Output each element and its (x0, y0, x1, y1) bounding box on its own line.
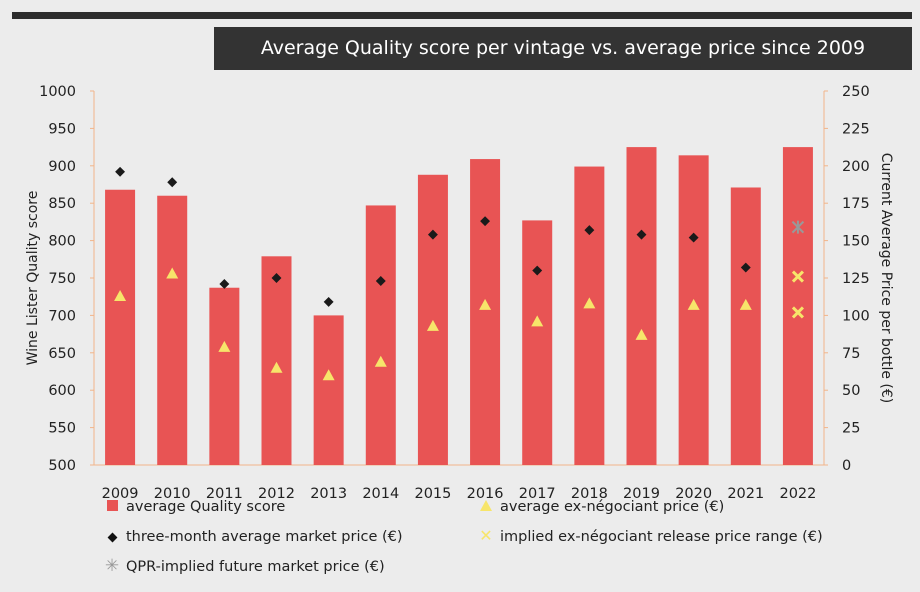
ex-negociant-triangle (218, 340, 231, 352)
y-tick-label-right: 100 (842, 308, 870, 324)
markers (114, 166, 805, 381)
y-tick-label-right: 200 (842, 159, 870, 175)
y-tick-label-left: 950 (48, 121, 76, 137)
x-tick-label: 2020 (675, 486, 712, 502)
tick-labels: 500 550 600 650 700 750 800 850 900 950 1000 0 25 50 7… (25, 84, 894, 502)
y-tick-label-left: 800 (48, 234, 76, 250)
y-axis-title-right: Current Average Price per bottle (€) (878, 153, 894, 404)
market-price-diamond (584, 225, 595, 236)
y-tick-label-left: 650 (48, 346, 76, 362)
x-tick-label: 2021 (727, 486, 764, 502)
bar (574, 166, 605, 465)
ex-negociant-triangle (270, 361, 283, 373)
bar (626, 147, 657, 465)
bar (782, 147, 813, 465)
y-tick-label-left: 1000 (39, 84, 76, 100)
ex-negociant-triangle (166, 267, 179, 279)
bar (261, 256, 292, 465)
qpr-future-star (791, 220, 805, 234)
y-tick-label-right: 150 (842, 234, 870, 250)
ex-negociant-triangle (687, 298, 700, 310)
bar (470, 159, 501, 465)
market-price-diamond (532, 265, 543, 276)
market-price-diamond (219, 279, 230, 289)
x-tick-label: 2014 (362, 486, 399, 502)
top-rule (12, 12, 912, 19)
y-axis-title-left: Wine Lister Quality score (25, 191, 41, 366)
x-tick-label: 2019 (623, 486, 660, 502)
ex-negociant-triangle (322, 369, 335, 381)
chart-title: Average Quality score per vintage vs. av… (214, 27, 912, 70)
y-tick-label-left: 700 (48, 308, 76, 324)
bar (522, 220, 553, 465)
x-tick-label: 2011 (206, 486, 243, 502)
market-price-diamond (167, 177, 178, 188)
release-range-x (791, 306, 804, 319)
bar (365, 205, 396, 465)
market-price-diamond (115, 166, 126, 177)
y-tick-label-right: 0 (842, 458, 851, 474)
y-tick-label-right: 250 (842, 84, 870, 100)
market-price-diamond (323, 296, 334, 307)
bars (105, 147, 813, 465)
bar (105, 189, 136, 465)
y-tick-label-left: 850 (48, 196, 76, 212)
market-price-diamond (375, 276, 386, 286)
bar (730, 187, 761, 465)
y-tick-label-left: 750 (48, 271, 76, 287)
ex-negociant-triangle (114, 289, 127, 301)
ex-negociant-triangle (635, 328, 648, 340)
market-price-diamond (427, 229, 438, 240)
release-range-x-stroke (791, 306, 804, 319)
market-price-diamond (636, 229, 647, 240)
x-tick-label: 2016 (467, 486, 504, 502)
bar (678, 155, 709, 465)
release-range-x (791, 270, 804, 283)
bar (209, 287, 240, 465)
y-tick-label-right: 75 (842, 346, 860, 362)
market-price-diamond (740, 262, 751, 273)
y-tick-label-left: 500 (48, 458, 76, 474)
y-tick-label-right: 25 (842, 421, 860, 437)
market-price-diamond (480, 216, 491, 227)
y-tick-label-right: 175 (842, 196, 870, 212)
bar (313, 315, 344, 465)
x-tick-label: 2010 (154, 486, 191, 502)
market-price-diamond (688, 232, 699, 243)
y-tick-label-right: 225 (842, 121, 870, 137)
ex-negociant-triangle (479, 298, 492, 310)
ex-negociant-triangle (531, 315, 544, 327)
x-tick-label: 2012 (258, 486, 295, 502)
x-tick-label: 2009 (102, 486, 139, 502)
axes (90, 90, 828, 466)
release-range-x-stroke (791, 270, 804, 283)
ex-negociant-triangle (739, 298, 752, 310)
x-tick-label: 2022 (779, 486, 816, 502)
x-tick-label: 2013 (310, 486, 347, 502)
ex-negociant-triangle (426, 319, 439, 331)
y-tick-label-right: 125 (842, 271, 870, 287)
y-tick-label-right: 50 (842, 383, 860, 399)
y-tick-label-left: 600 (48, 383, 76, 399)
y-tick-label-left: 550 (48, 421, 76, 437)
ex-negociant-triangle (583, 297, 596, 309)
x-tick-label: 2017 (519, 486, 556, 502)
ex-negociant-triangle (374, 355, 387, 367)
y-tick-label-left: 900 (48, 159, 76, 175)
bar (157, 195, 188, 465)
x-tick-label: 2018 (571, 486, 608, 502)
market-price-diamond (271, 273, 282, 283)
x-tick-label: 2015 (414, 486, 451, 502)
